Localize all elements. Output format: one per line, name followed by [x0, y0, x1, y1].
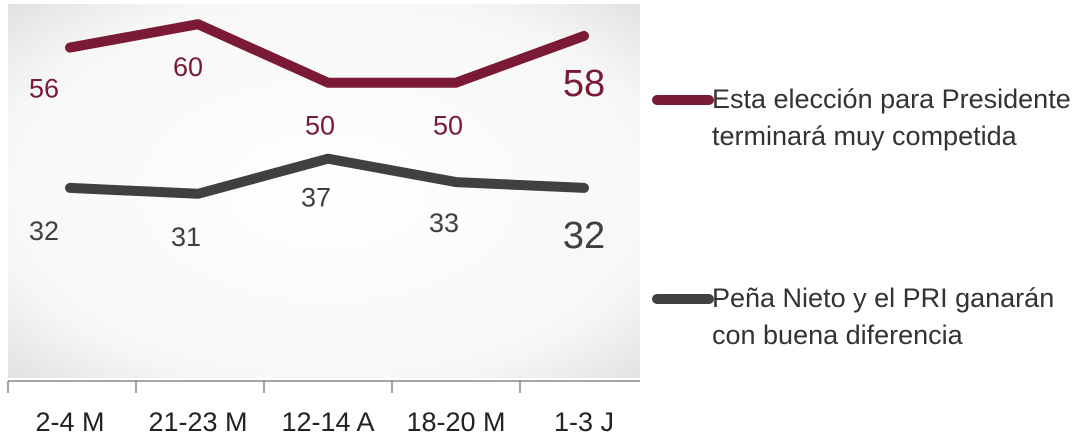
series-1-point-1 — [197, 192, 199, 195]
legend-swatch-pri — [652, 294, 714, 304]
series-1-point-0 — [69, 186, 71, 189]
legend-label-competida: Esta elección para Presidente terminará … — [712, 84, 1071, 151]
data-label-0-4: 58 — [563, 63, 605, 105]
data-label-1-2: 37 — [301, 183, 331, 213]
series-1-point-4 — [583, 186, 585, 189]
data-label-0-2: 50 — [305, 111, 335, 141]
data-label-1-4: 32 — [563, 215, 605, 257]
x-tick-label-4: 1-3 J — [554, 407, 614, 437]
series-0-point-4 — [583, 34, 585, 37]
x-tick-label-2: 12-14 A — [281, 407, 374, 437]
data-label-0-3: 50 — [433, 111, 463, 141]
legend-label-pri: Peña Nieto y el PRI ganarán con buena di… — [712, 283, 1055, 350]
data-label-1-1: 31 — [171, 222, 201, 252]
data-label-1-3: 33 — [429, 208, 459, 238]
x-tick-label-0: 2-4 M — [35, 407, 104, 437]
legend-item-pri: Peña Nieto y el PRI ganarán con buena di… — [652, 280, 1080, 354]
legend-swatch-competida — [652, 95, 714, 105]
line-chart: 2-4 M 21-23 M 12-14 A 18-20 M 1-3 J 56 60 50 50… — [7, 4, 640, 437]
x-tick-label-1: 21-23 M — [148, 407, 247, 437]
data-label-1-0: 32 — [29, 216, 59, 246]
legend-item-competida: Esta elección para Presidente terminará … — [652, 81, 1080, 155]
x-tick-label-3: 18-20 M — [406, 407, 505, 437]
data-label-0-1: 60 — [173, 52, 203, 82]
series-0-point-1 — [197, 23, 199, 26]
series-1-point-3 — [455, 181, 457, 184]
data-label-0-0: 56 — [29, 74, 59, 104]
series-0-point-0 — [69, 46, 71, 49]
series-1-point-2 — [327, 157, 329, 160]
series-0-point-2 — [327, 81, 329, 84]
series-0-point-3 — [455, 81, 457, 84]
